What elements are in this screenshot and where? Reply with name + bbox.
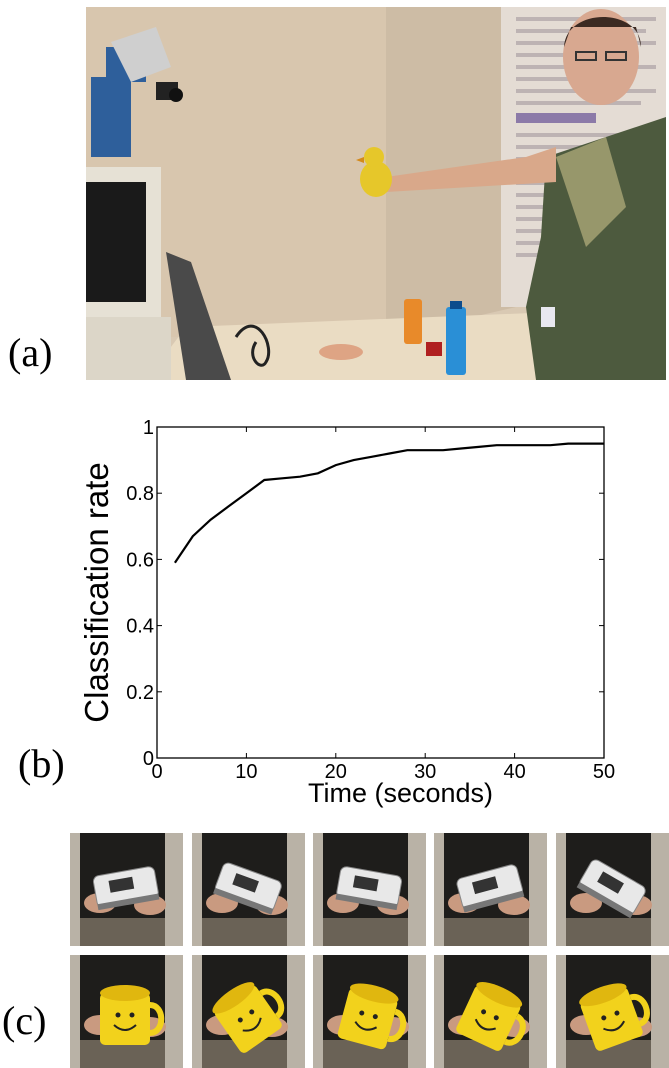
y-tick-label: 0.8: [126, 483, 154, 505]
mug-icon: [212, 982, 285, 1053]
y-tick-label: 0.2: [126, 682, 154, 704]
mug-icon: [579, 983, 650, 1051]
mug-icon: [337, 983, 407, 1050]
y-tick-label: 1: [143, 417, 154, 439]
monitor-icon: [86, 167, 231, 380]
mug-icon: [456, 982, 526, 1051]
x-axis-label: Time (seconds): [308, 778, 493, 808]
stapler-icon: [456, 864, 525, 913]
mug-thumbnail: [192, 955, 305, 1068]
x-tick-label: 40: [503, 761, 525, 783]
person-icon: [386, 9, 666, 380]
series-line: [173, 442, 604, 564]
mug-thumbnail: [556, 955, 669, 1068]
y-axis-label: Classification rate: [78, 462, 115, 722]
x-tick-label: 50: [593, 761, 615, 783]
stapler-thumbnail: [192, 833, 305, 946]
y-tick-label: 0: [143, 748, 154, 770]
y-tick-label: 0.4: [126, 616, 154, 638]
stapler-thumbnail: [313, 833, 426, 946]
x-tick-label: 30: [414, 761, 436, 783]
stapler-thumbnail: [434, 833, 547, 946]
robot-head-icon: [91, 27, 183, 157]
bottle-icon: [404, 299, 466, 375]
panel-label-b: (b): [18, 741, 65, 786]
stapler-icon: [92, 866, 160, 911]
robot-scene-illustration: [86, 7, 666, 380]
plot-frame: [156, 426, 605, 759]
mug-thumbnail: [70, 955, 183, 1068]
robot-scene-photo: [86, 7, 666, 380]
classification-rate-chart: 0 10 20 30 40 50 0 0.2 0.4 0.6 0.8 1 Time (seconds) C…: [78, 417, 615, 808]
stapler-icon: [576, 859, 646, 919]
stapler-thumbnail: [556, 833, 669, 946]
stapler-icon: [213, 862, 282, 915]
x-tick-label: 0: [151, 761, 162, 783]
mug-thumbnail: [434, 955, 547, 1068]
panel-label-a: (a): [8, 330, 53, 375]
mug-icon: [100, 985, 165, 1045]
panel-label-c: (c): [2, 998, 47, 1043]
stapler-icon: [335, 866, 403, 911]
y-tick-label: 0.6: [126, 549, 154, 571]
mug-thumbnail: [313, 955, 426, 1068]
duck-toy-icon: [356, 147, 392, 197]
x-tick-label: 10: [235, 761, 257, 783]
x-tick-label: 20: [325, 761, 347, 783]
stapler-thumbnail: [70, 833, 183, 946]
